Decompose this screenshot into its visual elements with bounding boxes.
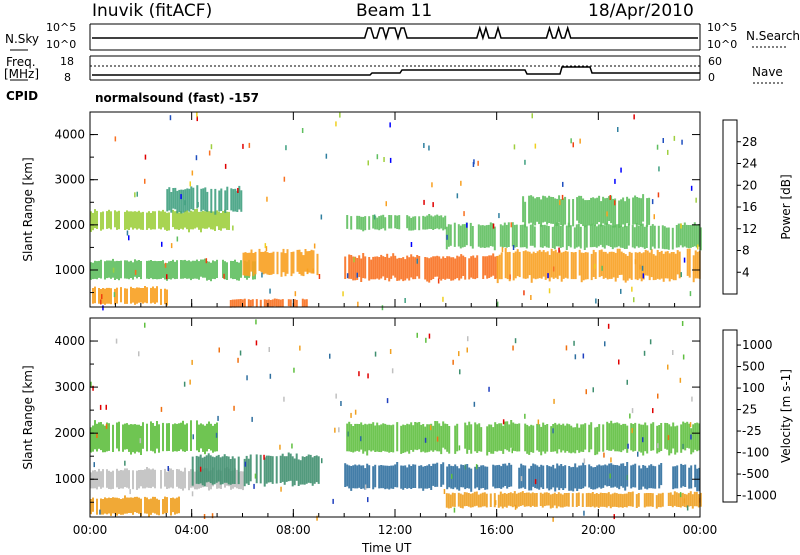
nsky-strip bbox=[89, 23, 701, 51]
y-axis-label: Slant Range [km] bbox=[21, 157, 35, 261]
y-tick-label: 2000 bbox=[54, 426, 85, 440]
colorbar-tick-label: -500 bbox=[742, 467, 769, 481]
station-title: Inuvik (fitACF) bbox=[92, 1, 213, 21]
y-tick-label: 2000 bbox=[54, 218, 85, 232]
power-panel: 1000 2000 3000 4000 Slant Range [km] bbox=[21, 111, 702, 311]
data-band bbox=[242, 248, 319, 277]
colorbar-tick-label: 12 bbox=[742, 222, 757, 236]
data-band bbox=[92, 286, 168, 306]
nsearch-tick-top: 10^5 bbox=[707, 21, 738, 34]
data-band bbox=[445, 222, 702, 251]
cpid-label: CPID bbox=[6, 89, 39, 103]
y-axis-label: Slant Range [km] bbox=[21, 365, 35, 469]
colorbar-tick-label: 25 bbox=[742, 403, 757, 417]
colorbar-tick-label: -100 bbox=[742, 446, 769, 460]
freq-unit: [MHz] bbox=[4, 67, 40, 81]
colorbar-tick-label: 16 bbox=[742, 200, 757, 214]
nave-tick-bottom: 0 bbox=[708, 71, 715, 84]
y-tick-label: 1000 bbox=[54, 472, 85, 486]
nsearch-label: N.Search bbox=[746, 29, 800, 43]
colorbar-tick-label: 8 bbox=[742, 244, 750, 258]
y-tick-label: 3000 bbox=[54, 380, 85, 394]
velocity-panel: 1000 2000 3000 4000 00:00 04:00 08:00 12:00 16:0… bbox=[21, 317, 718, 537]
freq-tick-bottom: 8 bbox=[64, 71, 71, 84]
y-tick-label: 4000 bbox=[54, 334, 85, 348]
nave-label: Nave bbox=[752, 65, 783, 79]
data-band bbox=[90, 420, 218, 455]
data-band bbox=[90, 258, 256, 282]
nave-trace bbox=[92, 66, 700, 76]
data-band bbox=[344, 462, 701, 492]
colorbar-tick-label: 1000 bbox=[742, 338, 773, 352]
x-axis-label: Time UT bbox=[362, 541, 412, 555]
x-tick-label: 16:00 bbox=[479, 523, 514, 537]
colorbar-tick-label: 24 bbox=[742, 157, 757, 171]
data-band bbox=[522, 194, 651, 228]
freq-strip bbox=[89, 55, 701, 81]
freq-label: Freq. bbox=[6, 55, 36, 69]
colorbar-tick-label: 100 bbox=[742, 381, 765, 395]
beam-label: Beam 11 bbox=[356, 1, 433, 21]
data-band bbox=[90, 208, 230, 233]
colorbar-tick-label: -25 bbox=[742, 424, 762, 438]
nsky-tick-bottom: 10^0 bbox=[46, 38, 77, 51]
colorbar-tick-label: 20 bbox=[742, 178, 757, 192]
data-band bbox=[191, 452, 320, 487]
y-tick-label: 4000 bbox=[54, 128, 85, 142]
velocity-colorbar: 1000 500 100 25 -25 -100 -500 -1000 Velocity [m … bbox=[722, 329, 793, 503]
date-label: 18/Apr/2010 bbox=[588, 1, 694, 21]
data-band bbox=[346, 214, 447, 232]
noise-points bbox=[100, 112, 699, 311]
y-tick-label: 1000 bbox=[54, 263, 85, 277]
x-tick-label: 08:00 bbox=[276, 523, 311, 537]
data-band bbox=[496, 248, 701, 284]
power-colorbar: 4 8 12 16 20 24 28 Power [dB] bbox=[722, 119, 793, 295]
x-tick-label: 04:00 bbox=[174, 523, 209, 537]
nsky-tick-top: 10^5 bbox=[46, 21, 77, 34]
x-tick-label: 00:00 bbox=[73, 523, 108, 537]
colorbar-tick-label: -1000 bbox=[742, 489, 777, 503]
colorbar-frame bbox=[722, 119, 738, 295]
y-tick-label: 3000 bbox=[54, 173, 85, 187]
nsearch-tick-bottom: 10^0 bbox=[707, 38, 738, 51]
data-band bbox=[445, 491, 702, 509]
freq-tick-top: 18 bbox=[60, 55, 74, 68]
colorbar-frame bbox=[722, 329, 738, 503]
data-band bbox=[346, 420, 701, 456]
colorbar-tick-label: 4 bbox=[742, 265, 750, 279]
colorbar-tick-label: 500 bbox=[742, 360, 765, 374]
data-band bbox=[90, 495, 180, 517]
data-band bbox=[344, 253, 499, 283]
data-band bbox=[166, 185, 243, 215]
x-tick-label: 12:00 bbox=[378, 523, 413, 537]
colorbar-label: Velocity [m s-1] bbox=[779, 369, 793, 463]
x-tick-label: 20:00 bbox=[581, 523, 616, 537]
x-tick-label: 00:00 bbox=[683, 523, 718, 537]
cpid-value: normalsound (fast) -157 bbox=[95, 91, 260, 105]
colorbar-label: Power [dB] bbox=[779, 174, 793, 239]
nsky-trace bbox=[92, 25, 698, 41]
noise-points bbox=[90, 319, 701, 522]
colorbar-tick-label: 28 bbox=[742, 135, 757, 149]
nave-tick-top: 60 bbox=[708, 55, 722, 68]
data-band bbox=[229, 298, 308, 308]
nsky-label: N.Sky bbox=[5, 32, 40, 46]
